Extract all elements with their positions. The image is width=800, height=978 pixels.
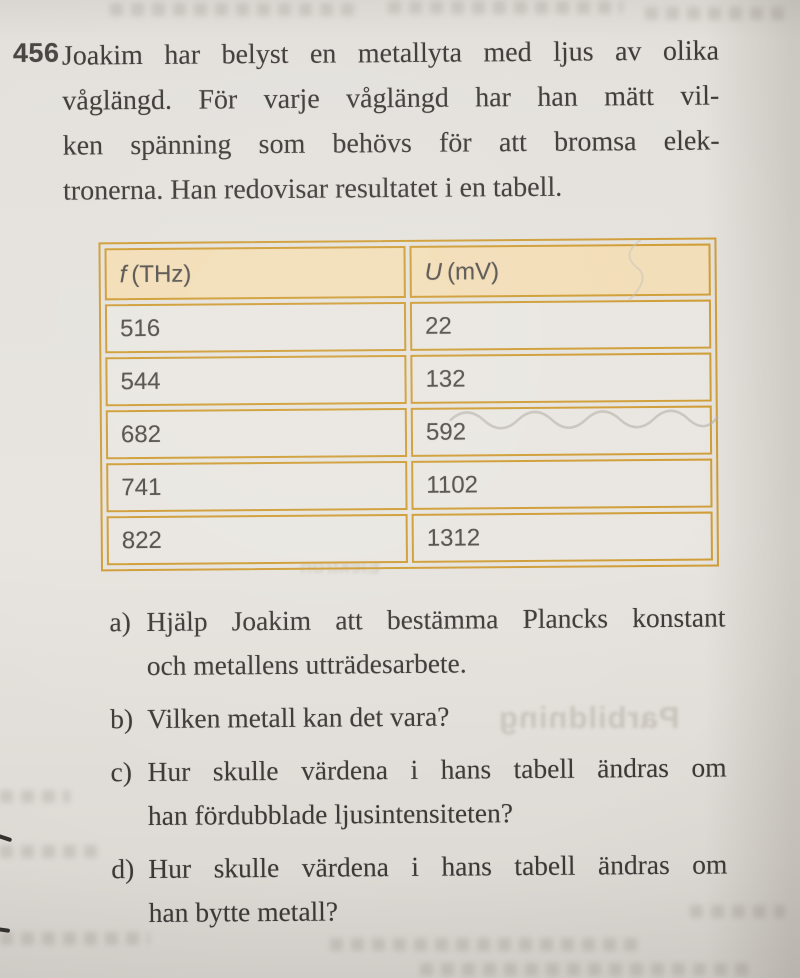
frequency-cell: 822 [106, 513, 408, 566]
question-text: Hjälp Joakim att bestämma Plancks konsta… [146, 595, 726, 688]
question-label: d) [111, 853, 135, 885]
question-d: d) Hur skulle värdena i hans tabell ändr… [111, 842, 728, 935]
table-row: 822 1312 [106, 511, 713, 566]
question-list: a) Hjälp Joakim att bestämma Plancks kon… [109, 595, 728, 944]
question-line: han bytte metall? [148, 895, 339, 928]
question-line: han fördubblade ljusintensiteten? [147, 797, 514, 831]
table-row: 516 22 [104, 299, 712, 354]
question-line: Hur skulle värdena i hans tabell ändras … [148, 848, 728, 884]
question-label: a) [109, 606, 131, 638]
frequency-cell: 544 [105, 354, 407, 407]
question-a: a) Hjälp Joakim att bestämma Plancks kon… [109, 595, 726, 688]
voltage-unit: (mV) [446, 258, 500, 286]
frequency-unit: (THz) [131, 260, 192, 289]
frequency-cell: 682 [105, 407, 408, 460]
table-row: 741 1102 [106, 458, 713, 513]
question-b: b) Vilken metall kan det vara? [110, 692, 726, 741]
question-label: c) [110, 756, 133, 788]
problem-line: ken spänning som behövs för att bromsa e… [62, 125, 720, 162]
problem-statement: Joakim har belyst en metallyta med ljus … [62, 28, 720, 213]
voltage-cell: 132 [410, 352, 712, 404]
question-line: Vilken metall kan det vara? [147, 700, 450, 734]
voltage-symbol: U [424, 258, 443, 286]
problem-line: Joakim har belyst en metallyta med ljus … [61, 35, 720, 72]
question-text: Hur skulle värdena i hans tabell ändras … [148, 842, 728, 935]
question-label: b) [110, 703, 134, 735]
question-line: Hjälp Joakim att bestämma Plancks konsta… [146, 601, 726, 637]
question-line: och metallens utträdesarbete. [146, 647, 467, 681]
measurement-table: f (THz) U (mV) 516 22 544 132 [98, 237, 720, 572]
frequency-cell: 516 [104, 301, 407, 354]
problem-line: våglängd. För varje våglängd har han mät… [62, 80, 720, 117]
table-row: 544 132 [105, 352, 712, 407]
voltage-cell: 592 [410, 405, 713, 457]
question-c: c) Hur skulle värdena i hans tabell ändr… [110, 745, 727, 838]
table-row: 682 592 [105, 405, 713, 460]
problem-block: 456 Joakim har belyst en metallyta med l… [13, 28, 720, 214]
voltage-cell: 22 [409, 299, 712, 351]
frequency-symbol: f [119, 261, 127, 289]
column-header-frequency: f (THz) [104, 245, 406, 301]
problem-line: tronerna. Han redovisar resultatet i en … [62, 171, 563, 207]
column-header-voltage: U (mV) [409, 243, 711, 298]
voltage-cell: 1312 [411, 511, 713, 563]
frequency-cell: 741 [106, 460, 408, 513]
measurement-table-wrap: f (THz) U (mV) 516 22 544 132 [98, 237, 720, 572]
question-text: Vilken metall kan det vara? [147, 692, 726, 741]
question-line: Hur skulle värdena i hans tabell ändras … [147, 751, 727, 787]
voltage-cell: 1102 [411, 458, 713, 510]
table-header-row: f (THz) U (mV) [104, 243, 711, 301]
question-text: Hur skulle värdena i hans tabell ändras … [147, 745, 727, 838]
problem-number: 456 [12, 37, 60, 69]
